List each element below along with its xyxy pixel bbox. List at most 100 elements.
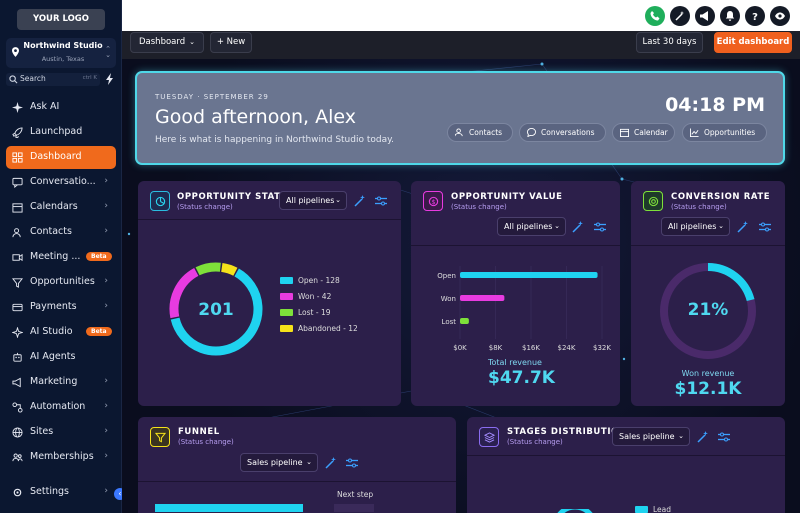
funnel-bar (155, 504, 303, 512)
sidebar-item-dashboard[interactable]: Dashboard (6, 146, 116, 169)
pill-label: Conversations (541, 128, 595, 137)
contacts-icon (455, 128, 463, 137)
svg-text:$: $ (431, 198, 435, 206)
sidebar-item-label: Conversatio... (30, 176, 96, 187)
pie-chart-icon (150, 191, 170, 211)
dashboard-select[interactable]: Dashboard ⌄ (130, 32, 204, 53)
sidebar-item-sites[interactable]: Sites › (6, 421, 116, 444)
sidebar-item-label: Ask AI (30, 101, 60, 112)
chevron-down-icon: ⌄ (306, 458, 312, 466)
pipeline-select[interactable]: Sales pipeline ⌄ (240, 453, 318, 472)
preview-button[interactable] (770, 6, 790, 26)
magic-wand-icon[interactable] (354, 195, 366, 207)
sidebar-item-label: Dashboard (30, 151, 82, 162)
sidebar-item-marketing[interactable]: Marketing › (6, 371, 116, 394)
help-button[interactable]: ? (745, 6, 765, 26)
legend-swatch (280, 277, 293, 284)
legend-swatch (280, 309, 293, 316)
filter-sliders-icon[interactable] (594, 221, 606, 233)
sidebar-item-calendars[interactable]: Calendars › (6, 196, 116, 219)
sidebar-item-ai-agents[interactable]: AI Agents (6, 346, 116, 369)
globe-icon (12, 427, 23, 438)
chevron-right-icon: › (104, 276, 108, 286)
sidebar-item-launchpad[interactable]: Launchpad (6, 121, 116, 144)
sidebar-item-ask-ai[interactable]: Ask AI (6, 96, 116, 119)
legend-swatch (280, 325, 293, 332)
sidebar-item-payments[interactable]: Payments › (6, 296, 116, 319)
magic-wand-icon[interactable] (737, 221, 749, 233)
sidebar: YOUR LOGO Northwind Studio Austin, Texas… (0, 0, 126, 513)
filter-sliders-icon[interactable] (346, 457, 358, 469)
grid-icon (12, 152, 23, 163)
sidebar-item-meeting[interactable]: Meeting ... Beta (6, 246, 116, 269)
contacts-shortcut[interactable]: Contacts (447, 123, 513, 142)
donut-slice-lost (195, 262, 221, 276)
chevron-right-icon: › (104, 376, 108, 386)
sidebar-item-contacts[interactable]: Contacts › (6, 221, 116, 244)
sidebar-item-automation[interactable]: Automation › (6, 396, 116, 419)
pipeline-select[interactable]: All pipelines ⌄ (497, 217, 566, 236)
megaphone-icon (12, 377, 21, 388)
edit-dashboard-button[interactable]: Edit dashboard (714, 32, 792, 53)
sidebar-item-opportunities[interactable]: Opportunities › (6, 271, 116, 294)
y-category-label: Won (441, 295, 456, 303)
legend-item-open: Open - 128 (280, 276, 390, 286)
dashboard-toolbar: Dashboard ⌄ + New Last 30 days Edit dash… (122, 31, 800, 59)
magic-wand-icon[interactable] (325, 457, 337, 469)
lightning-icon[interactable] (105, 73, 115, 85)
magic-wand-button[interactable] (670, 6, 690, 26)
value-bar-chart: $0K $8K $16K $24K $32K Open Won Lost (437, 266, 611, 352)
sidebar-item-label: Automation (30, 401, 86, 412)
card-subtitle: (Status change) (451, 203, 507, 211)
current-date: TUESDAY · SEPTEMBER 29 (155, 93, 269, 101)
sidebar-item-label: AI Agents (30, 351, 76, 362)
legend-label: Open - 128 (298, 276, 340, 285)
chevron-down-icon: ⌄ (718, 222, 724, 230)
total-revenue-label: Total revenue (488, 358, 542, 367)
ring-progress (707, 263, 755, 302)
dashboard-content: TUESDAY · SEPTEMBER 29 Good afternoon, A… (122, 59, 800, 513)
announcement-button[interactable] (695, 6, 715, 26)
filter-sliders-icon[interactable] (375, 195, 387, 207)
opportunities-shortcut[interactable]: Opportunities (682, 123, 767, 142)
legend-item-won: Won - 42 (280, 292, 390, 302)
target-icon (643, 191, 663, 211)
search-input[interactable]: Search ctrl K (6, 73, 100, 86)
sidebar-item-conversatio[interactable]: Conversatio... › (6, 171, 116, 194)
beta-badge: Beta (86, 252, 112, 261)
chat-icon (12, 177, 23, 188)
pipeline-select[interactable]: All pipelines ⌄ (661, 217, 730, 236)
x-tick-label: $32K (593, 344, 611, 352)
calendar-shortcut[interactable]: Calendar (612, 123, 675, 142)
conversations-shortcut[interactable]: Conversations (519, 123, 606, 142)
status-total: 201 (198, 300, 234, 320)
opportunity-status-card: OPPORTUNITY STAT... (Status change) All … (138, 181, 401, 406)
filter-sliders-icon[interactable] (718, 431, 730, 443)
megaphone-icon (700, 11, 708, 21)
sidebar-item-label: Opportunities (30, 276, 95, 287)
chevron-down-icon: ⌄ (678, 432, 684, 440)
next-step-label: Next step (337, 490, 374, 499)
status-donut-chart (169, 262, 263, 356)
clock: 04:18 PM (665, 94, 765, 116)
notifications-button[interactable] (720, 6, 740, 26)
sidebar-item-ai-studio[interactable]: AI Studio Beta (6, 321, 116, 344)
date-range-button[interactable]: Last 30 days (636, 32, 703, 53)
ai-studio-icon (12, 327, 23, 338)
magic-wand-icon[interactable] (697, 431, 709, 443)
phone-button[interactable] (645, 6, 665, 26)
pipeline-select[interactable]: All pipelines ⌄ (279, 191, 347, 210)
logo[interactable]: YOUR LOGO (17, 9, 105, 30)
sidebar-item-settings[interactable]: Settings › (6, 481, 116, 504)
sidebar-item-memberships[interactable]: Memberships › (6, 446, 116, 469)
pipeline-select-label: Sales pipeline (247, 458, 303, 467)
location-city: Austin, Texas (41, 55, 85, 63)
new-button[interactable]: + New (210, 32, 252, 53)
y-category-label: Open (437, 272, 456, 280)
chevron-right-icon: › (104, 201, 108, 211)
dollar-icon: $ (423, 191, 443, 211)
magic-wand-icon[interactable] (572, 221, 584, 233)
location-switcher[interactable]: Northwind Studio Austin, Texas ⌃ ⌄ (6, 38, 116, 68)
filter-sliders-icon[interactable] (759, 221, 771, 233)
pipeline-select[interactable]: Sales pipeline ⌄ (612, 427, 690, 446)
